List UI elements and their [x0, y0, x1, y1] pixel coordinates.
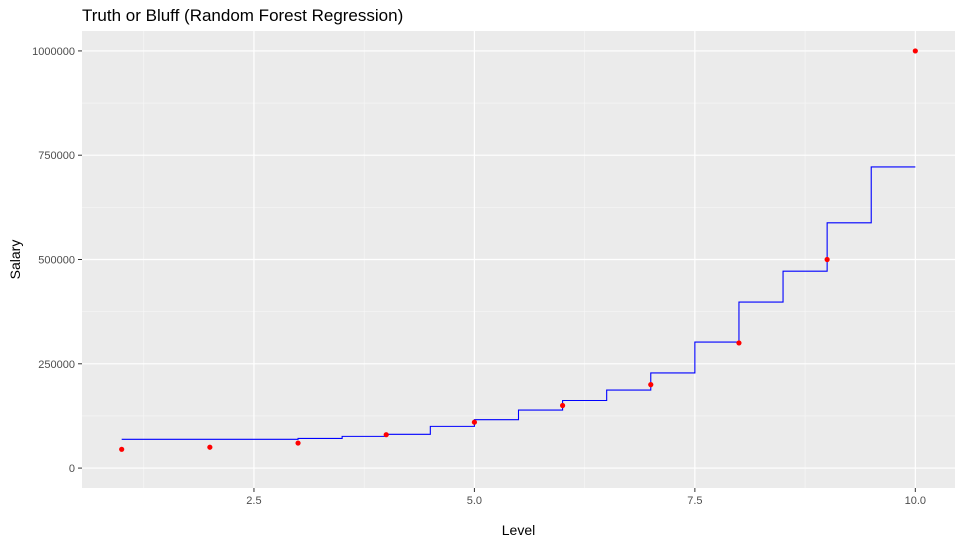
- data-point: [207, 444, 213, 450]
- x-tick-label: 10.0: [905, 495, 926, 507]
- x-tick-label: 5.0: [467, 495, 482, 507]
- chart-title: Truth or Bluff (Random Forest Regression…: [82, 6, 404, 25]
- data-point: [383, 432, 389, 438]
- x-tick-label: 2.5: [246, 495, 261, 507]
- y-tick-label: 500000: [38, 255, 75, 267]
- data-point: [736, 340, 742, 346]
- y-tick-label: 0: [69, 463, 75, 475]
- y-tick-label: 250000: [38, 359, 75, 371]
- y-tick-label: 750000: [38, 150, 75, 162]
- y-axis-title: Salary: [7, 240, 23, 280]
- data-point: [912, 48, 918, 54]
- data-point: [119, 446, 125, 452]
- x-axis-ticks: 2.5 5.0 7.5 10.0: [246, 488, 926, 507]
- y-tick-label: 1000000: [32, 46, 75, 58]
- data-point: [471, 419, 478, 425]
- y-axis-ticks: 0 250000 500000 750000 1000000: [32, 46, 82, 475]
- data-point: [824, 256, 830, 263]
- data-point: [295, 440, 301, 446]
- prediction-step-line: [121, 166, 916, 440]
- series-layer: [119, 48, 918, 452]
- grid-major-lines: [82, 31, 955, 488]
- x-axis-title: Level: [502, 522, 535, 538]
- data-point: [559, 402, 566, 409]
- x-tick-label: 7.5: [687, 495, 702, 507]
- data-point: [648, 382, 654, 388]
